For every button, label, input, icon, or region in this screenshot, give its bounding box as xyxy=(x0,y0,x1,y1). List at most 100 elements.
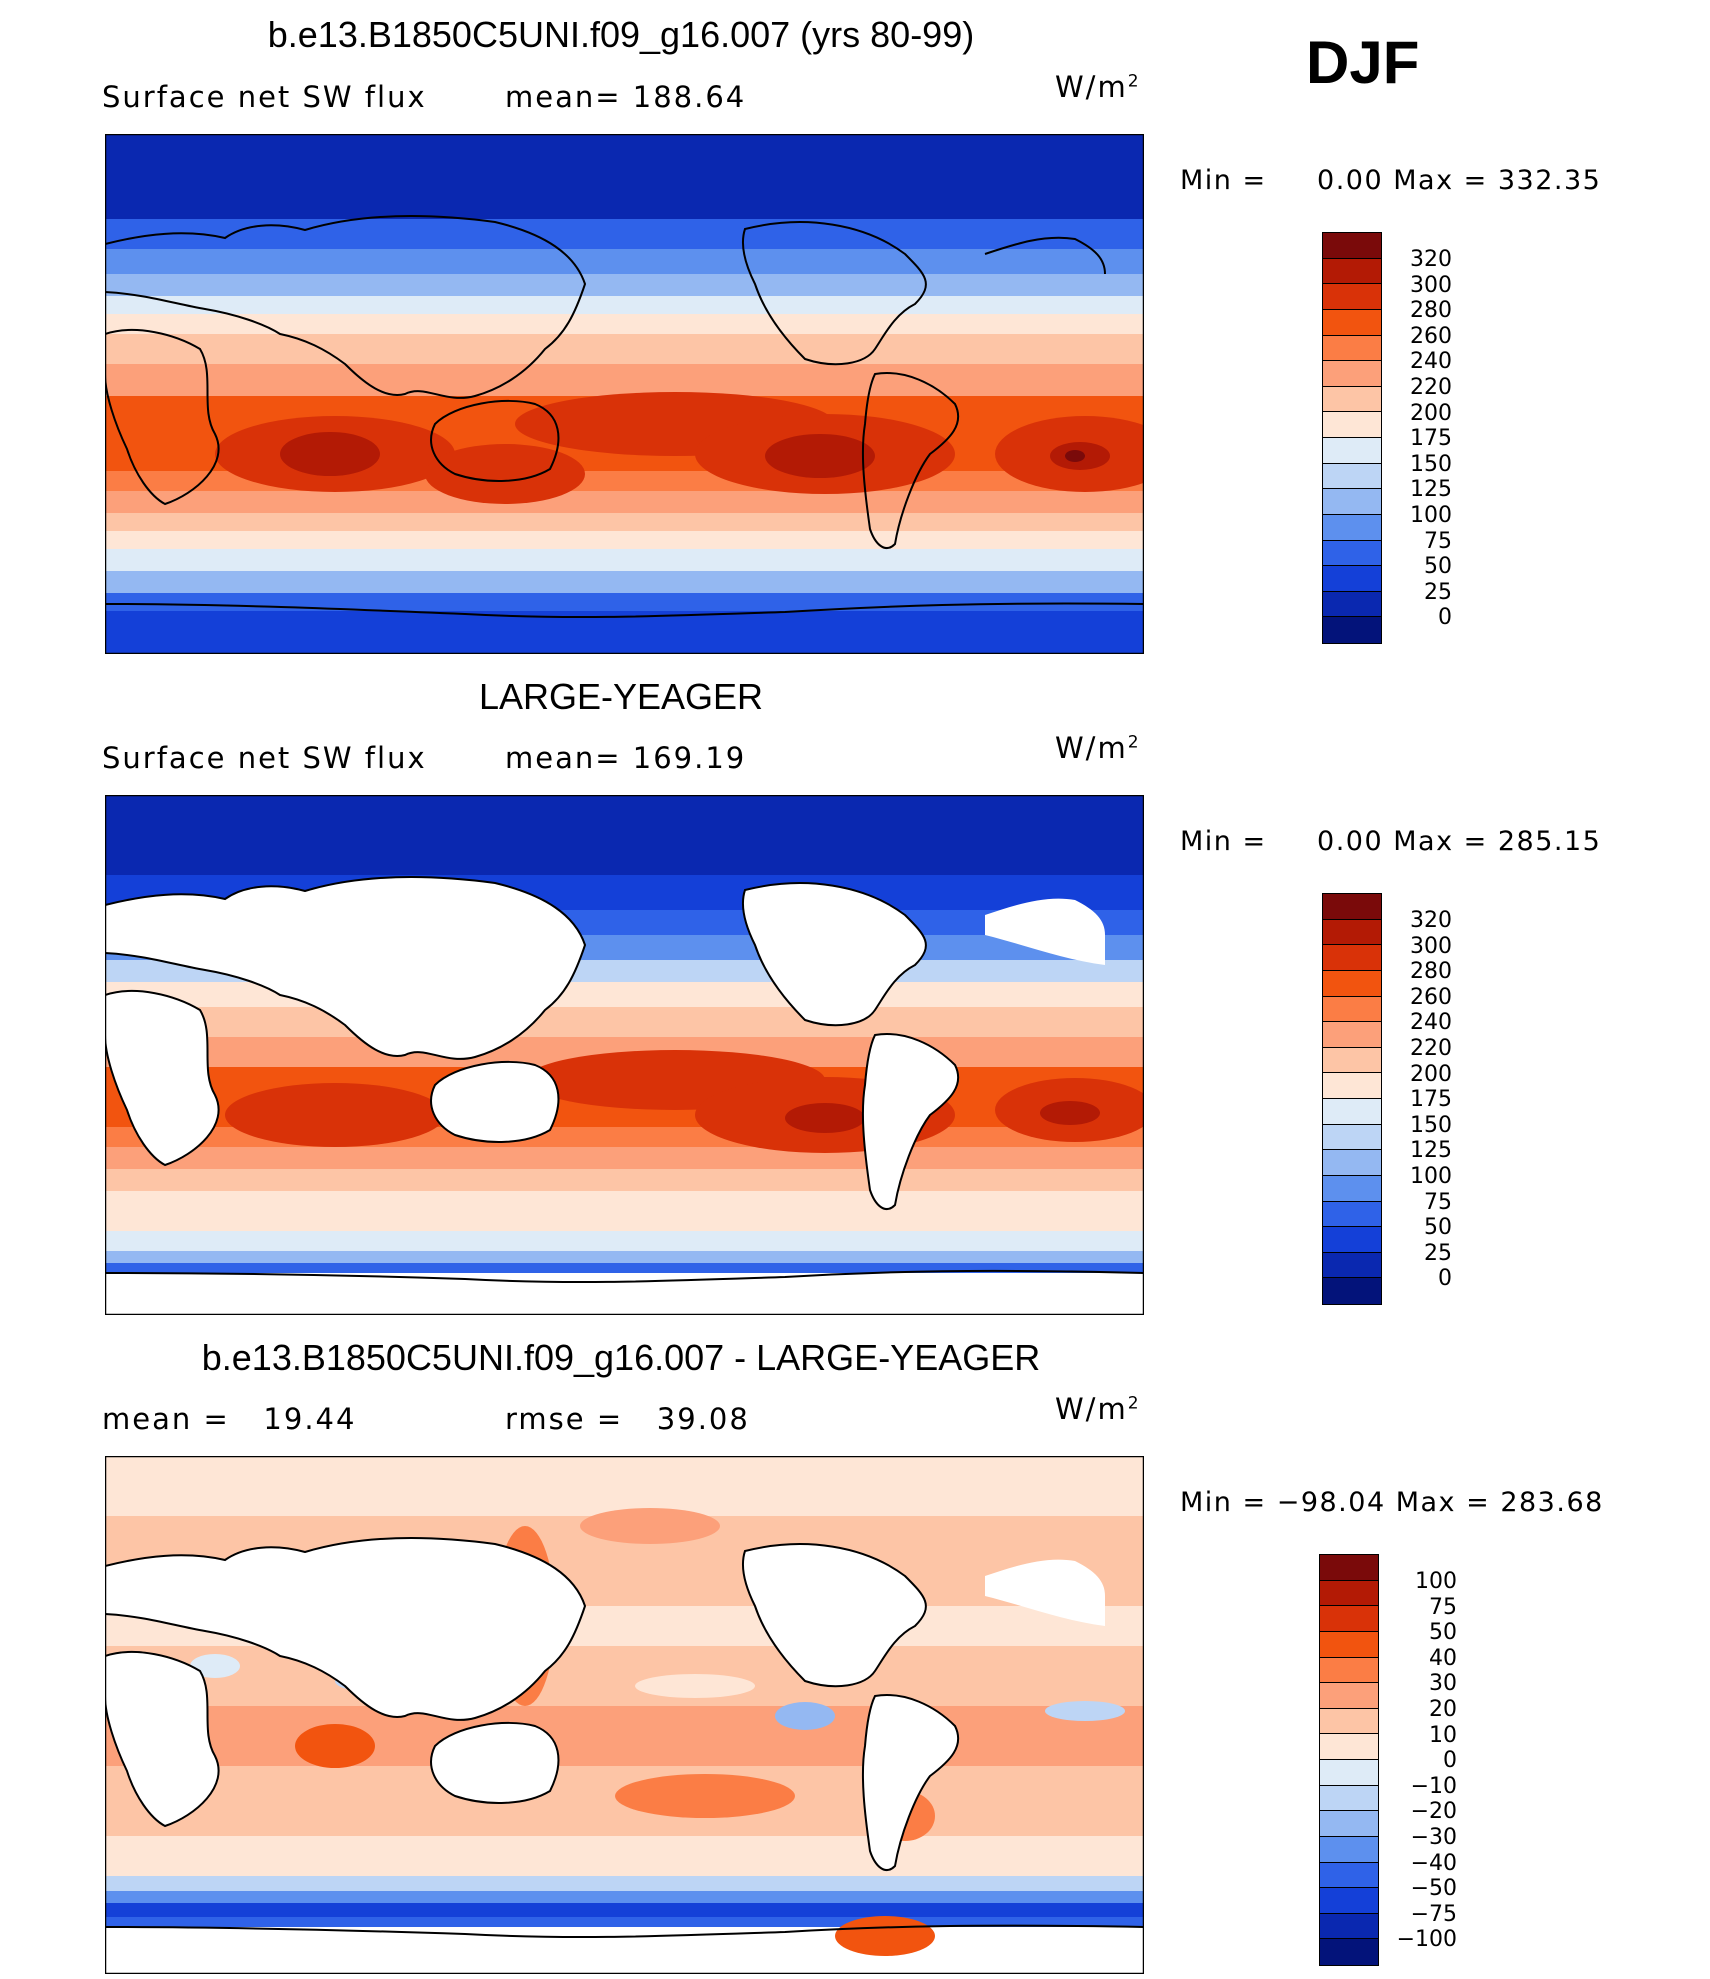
panel-3-scale-label: 50 xyxy=(1429,1620,1457,1645)
panel-3-scale-label: −50 xyxy=(1410,1876,1457,1901)
panel-3-units: W/m2 xyxy=(1055,1392,1139,1426)
panel-3-scale-label: −75 xyxy=(1410,1902,1457,1927)
colorbar-swatch xyxy=(1323,1073,1381,1099)
panel-3-scale-label: −100 xyxy=(1396,1927,1457,1952)
colorbar-swatch xyxy=(1320,1862,1378,1889)
colorbar-swatch xyxy=(1320,1657,1378,1684)
panel-2-frame xyxy=(105,795,1144,1315)
panel-2-scale-label: 75 xyxy=(1424,1190,1452,1215)
colorbar-swatch xyxy=(1323,1150,1381,1176)
panel-3-scale-label: 30 xyxy=(1429,1671,1457,1696)
colorbar-swatch xyxy=(1323,514,1381,541)
panel-1-scale-label: 220 xyxy=(1410,375,1452,400)
panel-3-rmse-label: rmse = 39.08 xyxy=(505,1402,750,1436)
panel-3-minmax: Min = −98.04 Max = 283.68 xyxy=(1180,1487,1604,1518)
colorbar-swatch xyxy=(1323,1047,1381,1074)
panel-1-mean-value: 188.64 xyxy=(632,80,747,114)
colorbar-swatch xyxy=(1323,386,1381,413)
panel-2-scale-label: 125 xyxy=(1410,1138,1452,1163)
panel-3-coastlines xyxy=(105,1537,1144,1939)
panel-2-mean-label: mean= 169.19 xyxy=(505,741,746,775)
panel-3-scale-label: 40 xyxy=(1429,1646,1457,1671)
panel-1-scale-label: 240 xyxy=(1410,349,1452,374)
colorbar-swatch xyxy=(1323,438,1381,464)
panel-2-colorbar-labels: 320 300 280 260 240 220 200 175 150 125 … xyxy=(1380,893,1460,1303)
colorbar-swatch xyxy=(1323,309,1381,336)
panel-3-colorbar xyxy=(1319,1554,1379,1966)
panel-1-max: Max = 332.35 xyxy=(1393,165,1602,196)
panel-1-scale-label: 300 xyxy=(1410,273,1452,298)
panel-2-scale-label: 280 xyxy=(1410,959,1452,984)
panel-1-map-svg xyxy=(105,134,1144,654)
panel-2-mean-key: mean= xyxy=(505,741,622,775)
panel-2-units: W/m2 xyxy=(1055,731,1139,765)
colorbar-swatch xyxy=(1320,1888,1378,1914)
panel-3-colorbar-labels: 100 75 50 40 30 20 10 0 −10 −20 −30 −40 … xyxy=(1385,1554,1465,1964)
colorbar-swatch xyxy=(1320,1683,1378,1709)
panel-1-scale-label: 200 xyxy=(1410,401,1452,426)
colorbar-swatch xyxy=(1323,996,1381,1023)
panel-3-mean-value: 19.44 xyxy=(263,1402,357,1436)
colorbar-swatch xyxy=(1323,412,1381,438)
colorbar-swatch xyxy=(1323,489,1381,515)
panel-3-mean-label: mean = 19.44 xyxy=(102,1402,356,1436)
panel-3-scale-label: 100 xyxy=(1415,1569,1457,1594)
panel-3-title: b.e13.B1850C5UNI.f09_g16.007 - LARGE-YEA… xyxy=(201,1337,1041,1378)
panel-2-map-svg xyxy=(105,795,1144,1315)
panel-3-map xyxy=(105,1456,1144,1974)
panel-3-scale-label: −40 xyxy=(1410,1851,1457,1876)
panel-2-scale-label: 150 xyxy=(1410,1113,1452,1138)
panel-2-scale-label: 175 xyxy=(1410,1087,1452,1112)
colorbar-swatch xyxy=(1323,1278,1381,1304)
colorbar-swatch xyxy=(1323,463,1381,490)
colorbar-swatch xyxy=(1320,1708,1378,1735)
panel-3-frame xyxy=(105,1456,1144,1974)
panel-2-scale-label: 200 xyxy=(1410,1062,1452,1087)
panel-1-colorbar xyxy=(1322,232,1382,644)
panel-1-scale-label: 125 xyxy=(1410,477,1452,502)
panel-2-scale-label: 100 xyxy=(1410,1164,1452,1189)
colorbar-swatch xyxy=(1320,1760,1378,1786)
panel-2-scale-label: 300 xyxy=(1410,934,1452,959)
panel-1-scale-label: 100 xyxy=(1410,503,1452,528)
panel-2-scale-label: 260 xyxy=(1410,985,1452,1010)
panel-3-rmse-value: 39.08 xyxy=(656,1402,750,1436)
panel-1-scale-label: 260 xyxy=(1410,324,1452,349)
panel-3-unit-base: W/m xyxy=(1055,1392,1128,1426)
panel-1-field xyxy=(105,134,1144,654)
panel-2-scale-label: 320 xyxy=(1410,908,1452,933)
colorbar-swatch xyxy=(1323,1201,1381,1228)
colorbar-swatch xyxy=(1323,284,1381,310)
panel-2-minmax: Min = 0.00 Max = 285.15 xyxy=(1180,826,1601,857)
panel-3-scale-label: 10 xyxy=(1429,1723,1457,1748)
panel-2-scale-label: 220 xyxy=(1410,1036,1452,1061)
panel-1-mean-label: mean= 188.64 xyxy=(505,80,746,114)
panel-2-scale-label: 50 xyxy=(1424,1215,1452,1240)
colorbar-swatch xyxy=(1323,335,1381,362)
colorbar-swatch xyxy=(1320,1785,1378,1812)
colorbar-swatch xyxy=(1323,894,1381,920)
colorbar-swatch xyxy=(1320,1606,1378,1632)
panel-2-scale-label: 0 xyxy=(1438,1266,1452,1291)
panel-1-colorbar-labels: 320 300 280 260 240 220 200 175 150 125 … xyxy=(1380,232,1460,642)
colorbar-swatch xyxy=(1320,1811,1378,1837)
colorbar-swatch xyxy=(1323,970,1381,997)
panel-2-map xyxy=(105,795,1144,1315)
panel-2-scale-label: 240 xyxy=(1410,1010,1452,1035)
colorbar-swatch xyxy=(1320,1555,1378,1581)
panel-2-colorbar xyxy=(1322,893,1382,1305)
colorbar-swatch xyxy=(1323,233,1381,259)
panel-3-field xyxy=(105,1456,1144,1974)
panel-1-frame xyxy=(105,134,1144,654)
colorbar-swatch xyxy=(1323,617,1381,643)
panel-3-min: Min = −98.04 xyxy=(1180,1487,1386,1518)
panel-1-min: Min = 0.00 xyxy=(1180,165,1384,196)
panel-2-coastlines xyxy=(105,876,1144,1284)
colorbar-swatch xyxy=(1323,1022,1381,1048)
colorbar-swatch xyxy=(1323,1099,1381,1125)
panel-1-mean-key: mean= xyxy=(505,80,622,114)
panel-1-variable-label: Surface net SW flux xyxy=(102,80,427,114)
colorbar-swatch xyxy=(1323,1175,1381,1202)
colorbar-swatch xyxy=(1323,258,1381,285)
panel-3-mean-key: mean = xyxy=(102,1402,230,1436)
